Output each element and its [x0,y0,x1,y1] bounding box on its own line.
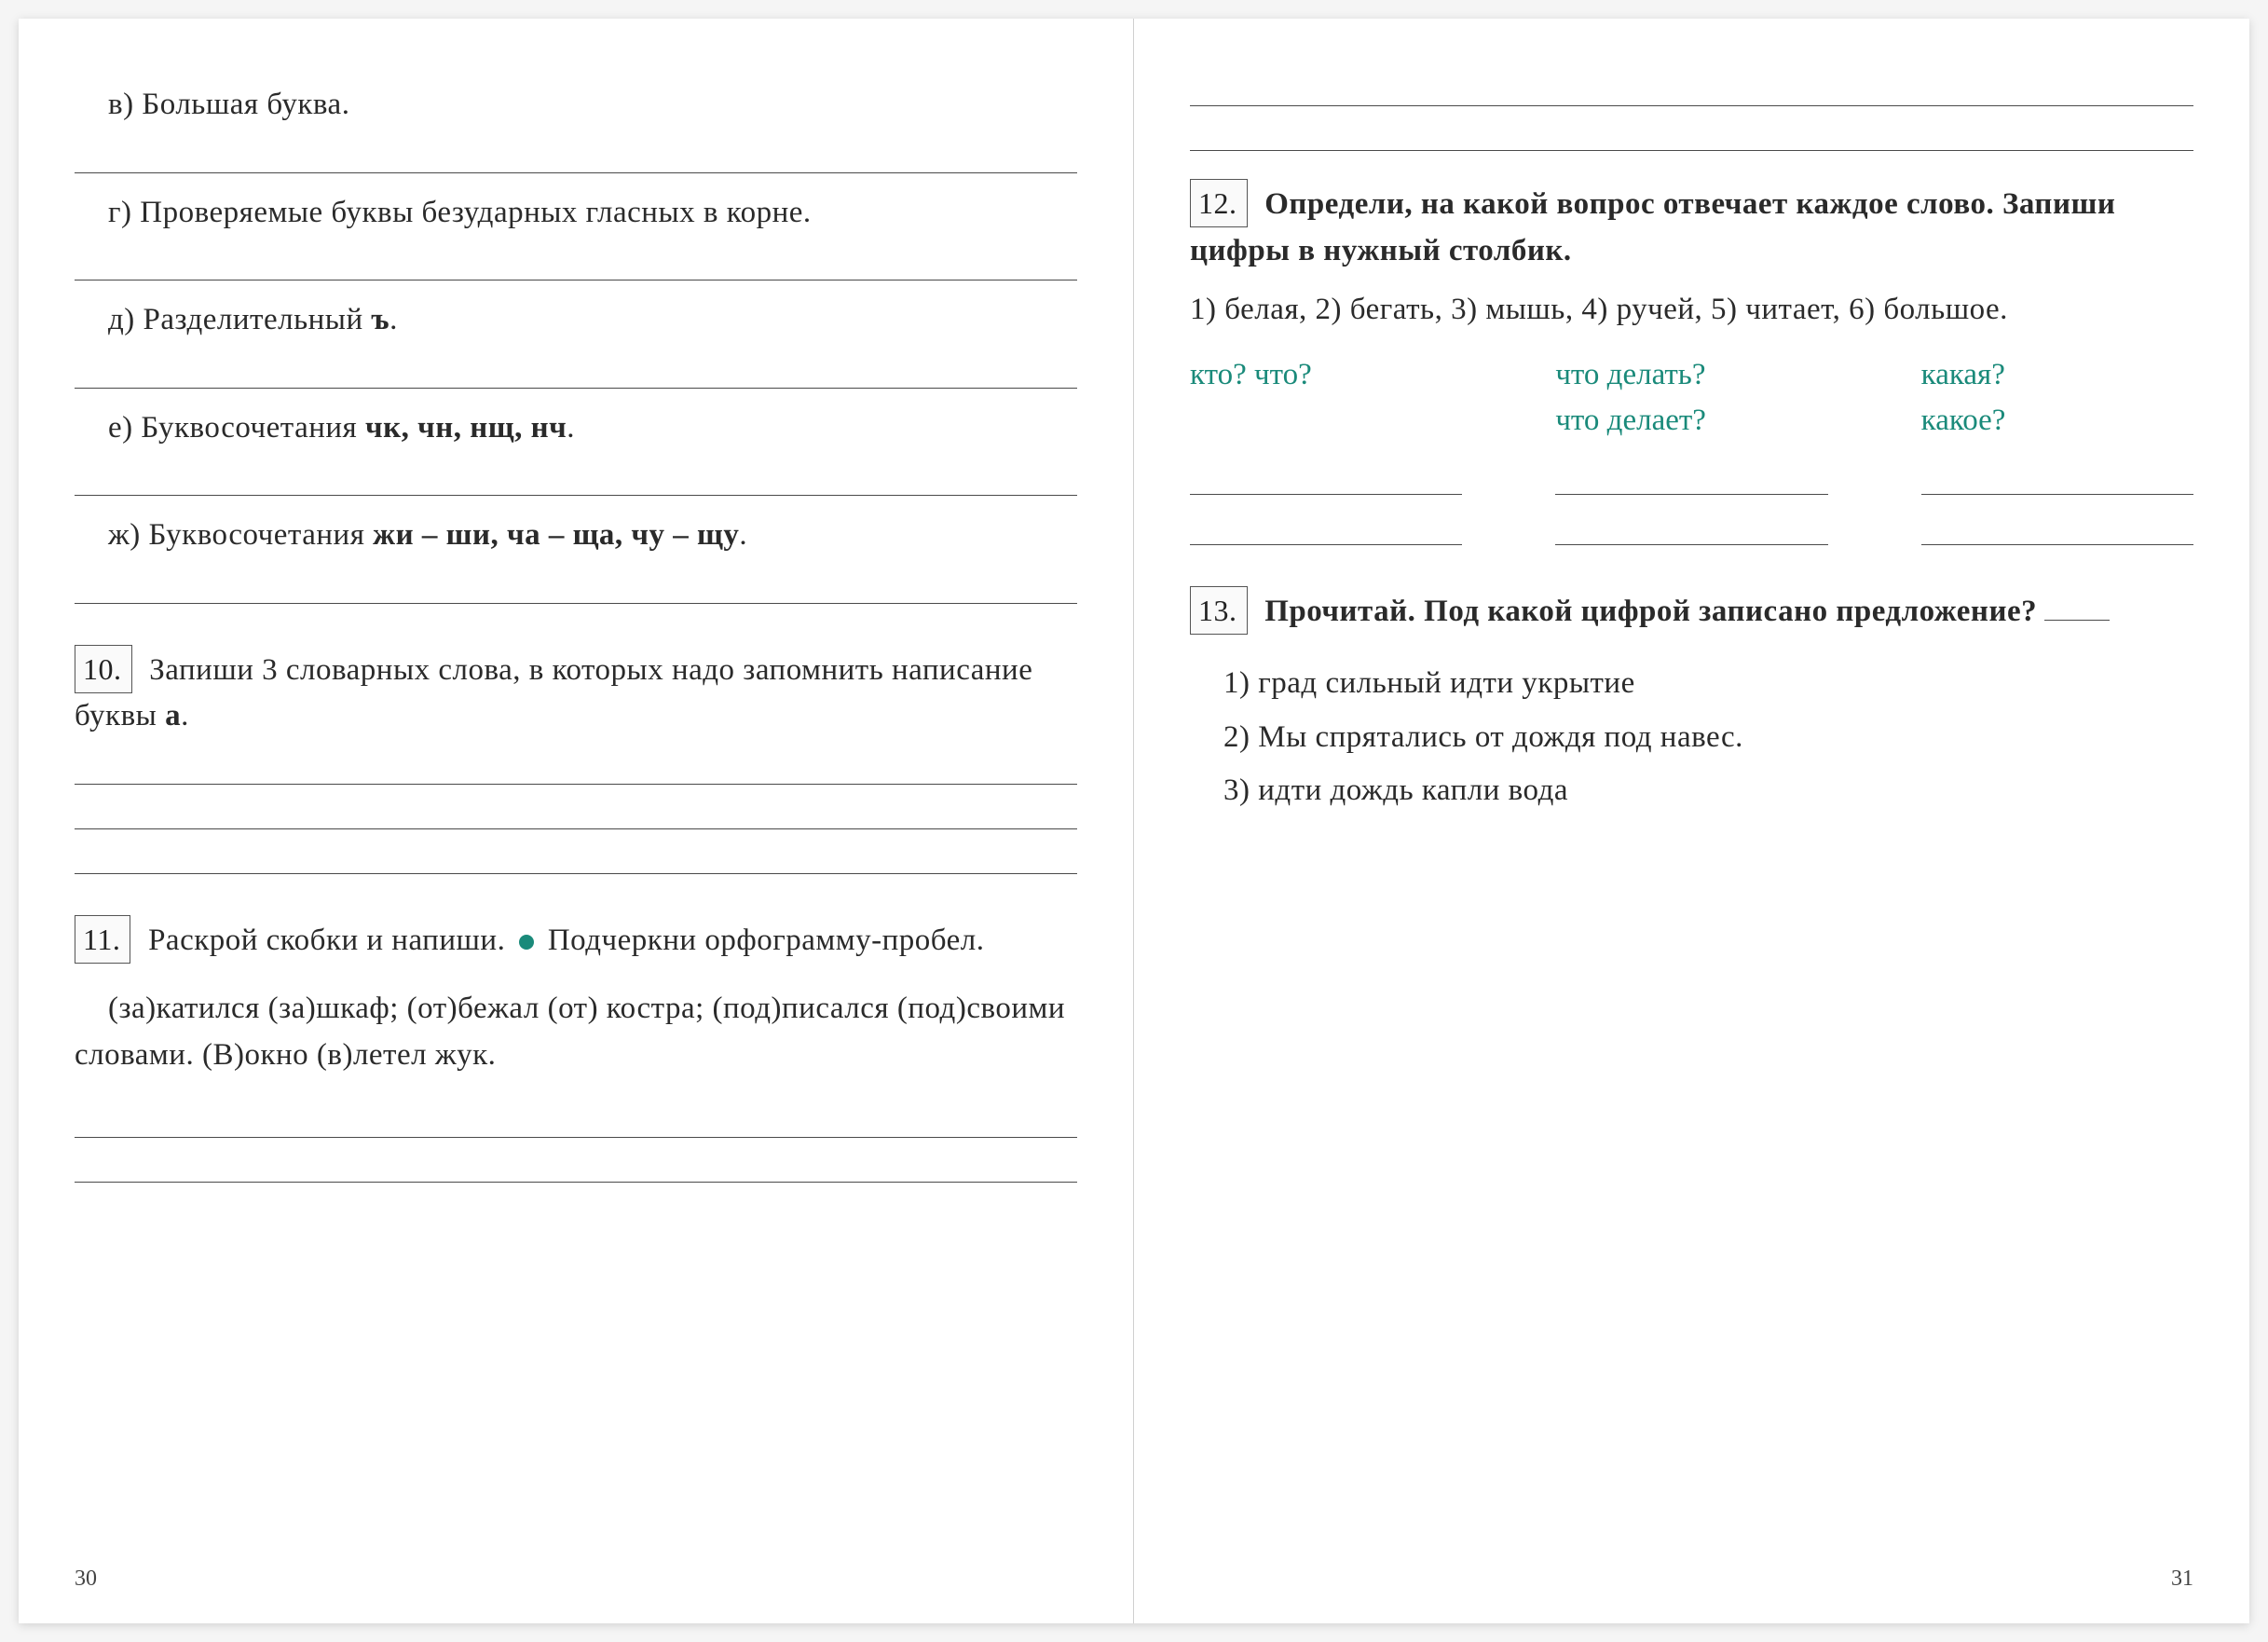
item-d-text: д) Разделительный ъ. [75,297,1077,344]
task-11-body: (за)катился (за)шкаф; (от)бежал (от) кос… [75,986,1077,1078]
blank-line[interactable] [1190,454,1462,495]
task-12-prompt: 12. Определи, на какой вопрос отвечает к… [1190,179,2193,274]
blank-line[interactable] [1555,504,1827,545]
item-d-suffix: . [389,303,398,336]
task-12-columns: кто? что? что делать? что делает? какая?… [1190,352,2193,545]
blank-line[interactable] [1921,504,2193,545]
item-zh-text: ж) Буквосочетания жи – ши, ча – ща, чу –… [75,513,1077,559]
task-10-suffix: . [181,699,189,732]
item-e-prefix: е) Буквосочетания [108,411,365,445]
task-12-text: Определи, на какой вопрос отвечает каждо… [1190,187,2115,267]
item-g: г) Проверяемые буквы безударных глас­ных… [75,190,1077,281]
blank-line[interactable] [75,563,1077,604]
col-who-what: кто? что? [1190,352,1462,545]
blank-line[interactable] [75,1097,1077,1138]
task-12-number: 12. [1190,179,1248,227]
task-11: 11. Раскрой скобки и напиши. Подчеркни о… [75,915,1077,1184]
blank-line[interactable] [1190,65,2193,106]
item-g-text: г) Проверяемые буквы безударных глас­ных… [75,190,1077,237]
col2-header-1: что делать? [1555,352,1827,399]
item-d-prefix: д) Разделительный [108,303,371,336]
task-11-number: 11. [75,915,130,964]
blank-line[interactable] [1190,110,2193,151]
item-d-bold: ъ [371,303,389,336]
item-zh: ж) Буквосочетания жи – ши, ча – ща, чу –… [75,513,1077,604]
page-number-left: 30 [75,1562,97,1595]
answer-blank[interactable] [2044,593,2110,621]
item-v: в) Большая буква. [75,82,1077,173]
col1-header: кто? что? [1190,352,1462,399]
task-13-opt3: 3) идти дождь капли вода [1190,768,2193,814]
col-adj: какая? какое? [1921,352,2193,545]
workbook-spread: в) Большая буква. г) Проверяемые буквы б… [19,19,2249,1623]
page-number-right: 31 [2171,1562,2193,1595]
task-13-opt2: 2) Мы спрятались от дождя под навес. [1190,715,2193,761]
page-right: 12. Определи, на какой вопрос отвечает к… [1134,19,2249,1623]
task-10-number: 10. [75,645,132,693]
task-13-text: Прочитай. Под какой цифрой записано пред… [1257,595,2038,628]
blank-line[interactable] [75,788,1077,829]
blank-line[interactable] [75,132,1077,173]
task-10: 10. Запиши 3 словарных слова, в которых … [75,645,1077,874]
task-11-text-1: Раскрой скобки и напиши. [140,924,513,957]
blank-line[interactable] [75,1142,1077,1183]
item-zh-bold: жи – ши, ча – ща, чу – щу [373,518,739,552]
blank-line[interactable] [75,744,1077,785]
task-10-bold: а [165,699,181,732]
item-d: д) Разделительный ъ. [75,297,1077,389]
task-10-prompt: 10. Запиши 3 словарных слова, в которых … [75,645,1077,740]
task-11-prompt: 11. Раскрой скобки и напиши. Подчеркни о… [75,915,1077,965]
blank-line[interactable] [75,833,1077,874]
item-e-suffix: . [567,411,575,445]
item-e-text: е) Буквосочетания чк, чн, нщ, нч. [75,405,1077,452]
page-left: в) Большая буква. г) Проверяемые буквы б… [19,19,1134,1623]
blank-line[interactable] [75,348,1077,389]
blank-line[interactable] [1190,504,1462,545]
blank-line[interactable] [1555,454,1827,495]
blank-line[interactable] [1921,454,2193,495]
task-13-number: 13. [1190,586,1248,635]
task-13-prompt: 13. Прочитай. Под какой цифрой записано … [1190,586,2193,636]
col3-header-2: какое? [1921,398,2193,445]
col2-header-2: что делает? [1555,398,1827,445]
task-11-text-2: Подчеркни орфограмму-пробел. [540,924,984,957]
item-v-text: в) Большая буква. [75,82,1077,129]
blank-line[interactable] [75,455,1077,496]
blank-line[interactable] [75,239,1077,281]
col-verb: что делать? что делает? [1555,352,1827,545]
item-e: е) Буквосочетания чк, чн, нщ, нч. [75,405,1077,497]
task-12: 12. Определи, на какой вопрос отвечает к… [1190,179,2193,545]
item-e-bold: чк, чн, нщ, нч [365,411,567,445]
bullet-icon [519,935,534,950]
col3-header-1: какая? [1921,352,2193,399]
task-12-items: 1) белая, 2) бегать, 3) мышь, 4) ручей, … [1190,287,2193,334]
task-10-text: Запиши 3 словарных слова, в которых надо… [75,653,1032,733]
item-zh-prefix: ж) Буквосочетания [108,518,373,552]
task-13-opt1: 1) град сильный идти укрытие [1190,661,2193,707]
task-13: 13. Прочитай. Под какой цифрой записано … [1190,586,2193,814]
item-zh-suffix: . [739,518,747,552]
